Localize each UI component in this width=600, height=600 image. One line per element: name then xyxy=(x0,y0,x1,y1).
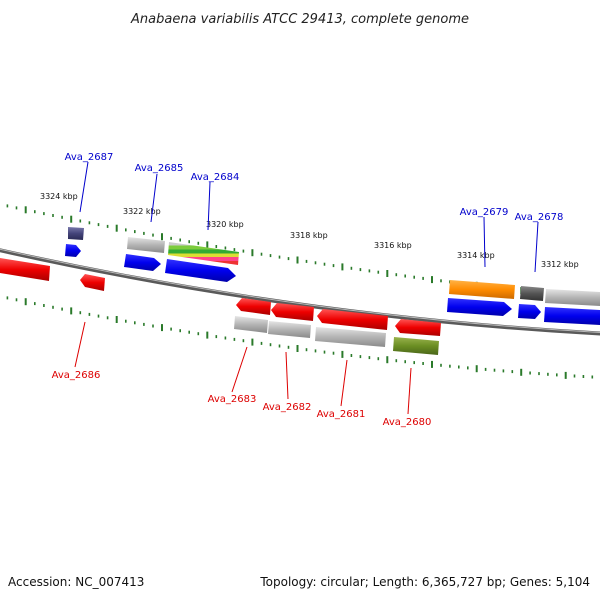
gene-label-ava-2686[interactable]: Ava_2686 xyxy=(52,370,101,381)
leader-ava-2678 xyxy=(534,221,539,273)
gene-label-ava-2687[interactable]: Ava_2687 xyxy=(65,152,114,163)
gene-label-ava-2679[interactable]: Ava_2679 xyxy=(460,207,509,218)
kbp-label-3314: 3314 kbp xyxy=(457,251,495,260)
kbp-label-3316: 3316 kbp xyxy=(374,241,412,250)
gene-label-ava-2685[interactable]: Ava_2685 xyxy=(135,163,184,174)
kbp-label-3312: 3312 kbp xyxy=(541,260,579,269)
gene-ava-2685-bar[interactable] xyxy=(127,237,165,253)
gene-left-edge-arrow[interactable] xyxy=(0,258,50,281)
gene-right-edge-arrow[interactable] xyxy=(544,307,600,325)
leader-ava-2683 xyxy=(231,346,248,393)
leader-ava-2680 xyxy=(407,367,412,415)
gene-ava-2683-arrow[interactable] xyxy=(236,298,271,315)
leader-ava-2687 xyxy=(79,161,89,213)
kbp-label-3324: 3324 kbp xyxy=(40,192,78,201)
gene-ava-2685-arrow[interactable] xyxy=(124,254,161,271)
gene-ava-2683-bar[interactable] xyxy=(234,316,268,333)
gene-label-ava-2680[interactable]: Ava_2680 xyxy=(383,417,432,428)
gene-ava-2678-arrow[interactable] xyxy=(518,304,541,319)
gene-label-ava-2682[interactable]: Ava_2682 xyxy=(263,402,312,413)
genome-summary-text: Topology: circular; Length: 6,365,727 bp… xyxy=(259,575,590,589)
gene-label-ava-2681[interactable]: Ava_2681 xyxy=(317,409,366,420)
leader-ava-2679 xyxy=(483,216,486,268)
gene-ava-2681-arrow[interactable] xyxy=(317,309,388,330)
gene-label-ava-2678[interactable]: Ava_2678 xyxy=(515,212,564,223)
gene-label-ava-2683[interactable]: Ava_2683 xyxy=(208,394,257,405)
accession-text: Accession: NC_007413 xyxy=(8,575,144,589)
gene-ava-2680-bar[interactable] xyxy=(393,337,439,355)
genome-title: Anabaena variabilis ATCC 29413, complete… xyxy=(130,12,469,27)
kbp-label-3322: 3322 kbp xyxy=(123,207,161,216)
kbp-label-3320: 3320 kbp xyxy=(206,220,244,229)
leader-ava-2682 xyxy=(285,351,289,400)
gene-ava-2684-bar[interactable] xyxy=(168,242,239,265)
kbp-label-3318: 3318 kbp xyxy=(290,231,328,240)
genome-backbone-highlight xyxy=(0,248,600,333)
gene-ava-2686-arrow[interactable] xyxy=(80,274,105,291)
gene-ava-2682-bar[interactable] xyxy=(268,321,311,338)
gene-ava-2681-bar[interactable] xyxy=(315,327,386,347)
gene-right-edge-bar[interactable] xyxy=(545,289,600,306)
gene-label-ava-2684[interactable]: Ava_2684 xyxy=(191,172,240,183)
leader-ava-2684 xyxy=(207,181,211,231)
gene-ava-2687-bar[interactable] xyxy=(68,227,84,240)
bottom-tick-marks xyxy=(6,296,594,379)
leader-ava-2685 xyxy=(150,173,158,223)
gene-ava-2682-arrow[interactable] xyxy=(271,303,314,321)
gene-ava-2680-arrow[interactable] xyxy=(395,319,441,336)
leader-ava-2686 xyxy=(74,321,86,368)
gene-ava-2679-bar[interactable] xyxy=(449,280,515,299)
leader-ava-2681 xyxy=(340,359,348,407)
gene-ava-2679-arrow[interactable] xyxy=(447,298,512,316)
gene-ava-2684-arrow[interactable] xyxy=(165,259,236,282)
gene-ava-2678-bar[interactable] xyxy=(520,286,544,301)
gene-ava-2687-arrow[interactable] xyxy=(65,244,81,257)
genome-backbone xyxy=(0,248,600,336)
